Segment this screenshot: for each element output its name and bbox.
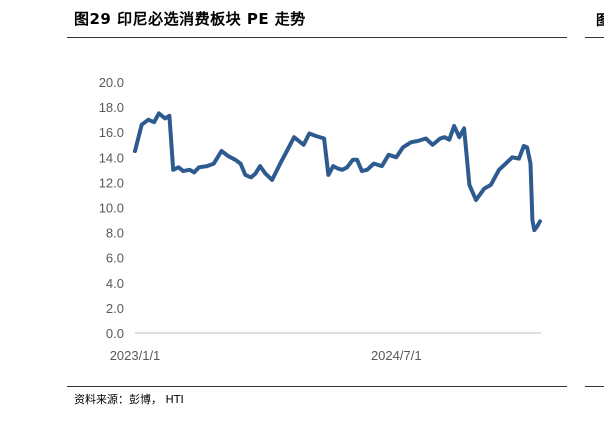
pe-data-point <box>197 166 201 169</box>
pe-data-point <box>258 164 262 168</box>
y-tick-label: 12.0 <box>99 175 124 190</box>
y-tick-label: 16.0 <box>99 125 124 140</box>
plot-area <box>133 111 542 233</box>
y-tick-label: 6.0 <box>106 251 124 266</box>
pe-data-point <box>458 136 461 139</box>
y-tick-label: 0.0 <box>106 326 124 341</box>
pe-data-point <box>152 121 156 124</box>
pe-data-point <box>244 173 247 177</box>
y-tick-label: 8.0 <box>106 226 124 241</box>
pe-data-point <box>172 168 175 171</box>
pe-data-point <box>205 164 209 168</box>
pe-data-point <box>355 158 359 161</box>
pe-data-point <box>525 146 529 149</box>
pe-data-point <box>133 149 137 153</box>
pe-data-point <box>424 137 428 140</box>
y-tick-label: 4.0 <box>106 276 124 291</box>
pe-data-point <box>443 136 446 139</box>
pe-data-point <box>292 136 296 139</box>
pe-data-point <box>193 171 196 174</box>
pe-data-point <box>351 158 354 161</box>
pe-data-point <box>182 169 185 173</box>
pe-data-point <box>302 143 305 146</box>
x-tick-label: 2024/7/1 <box>371 348 422 363</box>
pe-data-point <box>511 156 514 159</box>
pe-data-point <box>341 168 344 171</box>
pe-data-point <box>452 124 456 128</box>
pe-data-point <box>308 132 311 135</box>
pe-data-point <box>254 172 257 175</box>
pe-data-point <box>531 218 534 222</box>
pe-data-point <box>140 123 143 126</box>
pe-data-point <box>372 162 375 165</box>
bottom-rule <box>67 386 567 387</box>
y-tick-label: 14.0 <box>99 150 124 165</box>
pe-data-point <box>529 162 532 165</box>
pe-data-point <box>522 144 525 148</box>
pe-data-point <box>497 168 501 171</box>
pe-data-point <box>332 164 335 168</box>
pe-data-point <box>468 183 471 187</box>
pe-data-point <box>279 162 282 165</box>
x-tick-label: 2023/1/1 <box>110 348 161 363</box>
pe-data-point <box>448 138 451 141</box>
top-rule <box>67 37 567 38</box>
pe-data-point <box>322 137 326 140</box>
pe-data-point <box>395 156 398 159</box>
y-tick-label: 20.0 <box>99 75 124 90</box>
pe-data-point <box>264 172 267 175</box>
pe-data-point <box>212 162 215 165</box>
pe-data-point <box>409 141 413 144</box>
neighbor-bottom-rule <box>585 386 604 387</box>
pe-data-point <box>380 164 384 168</box>
pe-data-point <box>504 162 507 165</box>
pe-data-point <box>431 143 434 146</box>
pe-data-point <box>536 225 539 228</box>
pe-data-point <box>239 162 242 165</box>
pe-data-point <box>387 153 390 156</box>
pe-data-point <box>188 168 191 171</box>
pe-data-point <box>439 137 442 140</box>
pe-data-point <box>147 118 150 121</box>
y-axis: 0.0 2.0 4.0 6.0 8.0 10.0 12.0 14.0 16.0 18.0 20.0 <box>99 75 124 341</box>
x-axis: 2023/1/1 2024/7/1 <box>110 332 541 363</box>
neighbor-top-rule <box>585 37 604 38</box>
chart-title: 图29 印尼必选消费板块 PE 走势 <box>74 10 306 28</box>
source-note: 资料来源：彭博， HTI <box>74 393 184 406</box>
pe-data-point <box>327 173 330 177</box>
pe-data-point <box>285 149 289 153</box>
pe-data-point <box>314 134 318 138</box>
pe-data-point <box>360 169 364 173</box>
pe-data-point <box>157 112 161 115</box>
pe-data-point <box>474 198 478 202</box>
pe-data-point <box>177 166 180 169</box>
pe-data-point <box>401 146 405 149</box>
pe-data-point <box>345 166 349 169</box>
pe-data-point <box>234 158 237 161</box>
pe-data-point <box>163 117 167 120</box>
pe-data-point <box>270 178 274 182</box>
pe-data-point <box>249 176 253 179</box>
pe-data-point <box>416 139 419 143</box>
y-tick-label: 18.0 <box>99 100 124 115</box>
pe-data-point <box>533 228 536 232</box>
pe-data-point <box>226 154 230 158</box>
pe-data-point <box>517 157 521 160</box>
pe-data-point <box>483 187 486 190</box>
y-tick-label: 2.0 <box>106 301 124 316</box>
pe-data-point <box>462 127 466 130</box>
pe-data-point <box>365 168 369 171</box>
pe-data-point <box>168 114 171 118</box>
pe-data-point <box>538 220 542 223</box>
pe-data-point <box>336 167 340 170</box>
pe-series-line <box>133 111 542 233</box>
y-tick-label: 10.0 <box>99 201 124 216</box>
pe-data-point <box>220 149 223 153</box>
pe-data-point <box>489 183 492 187</box>
neighbor-title-fragment: 图 <box>596 13 604 29</box>
pe-data-point <box>297 139 300 143</box>
